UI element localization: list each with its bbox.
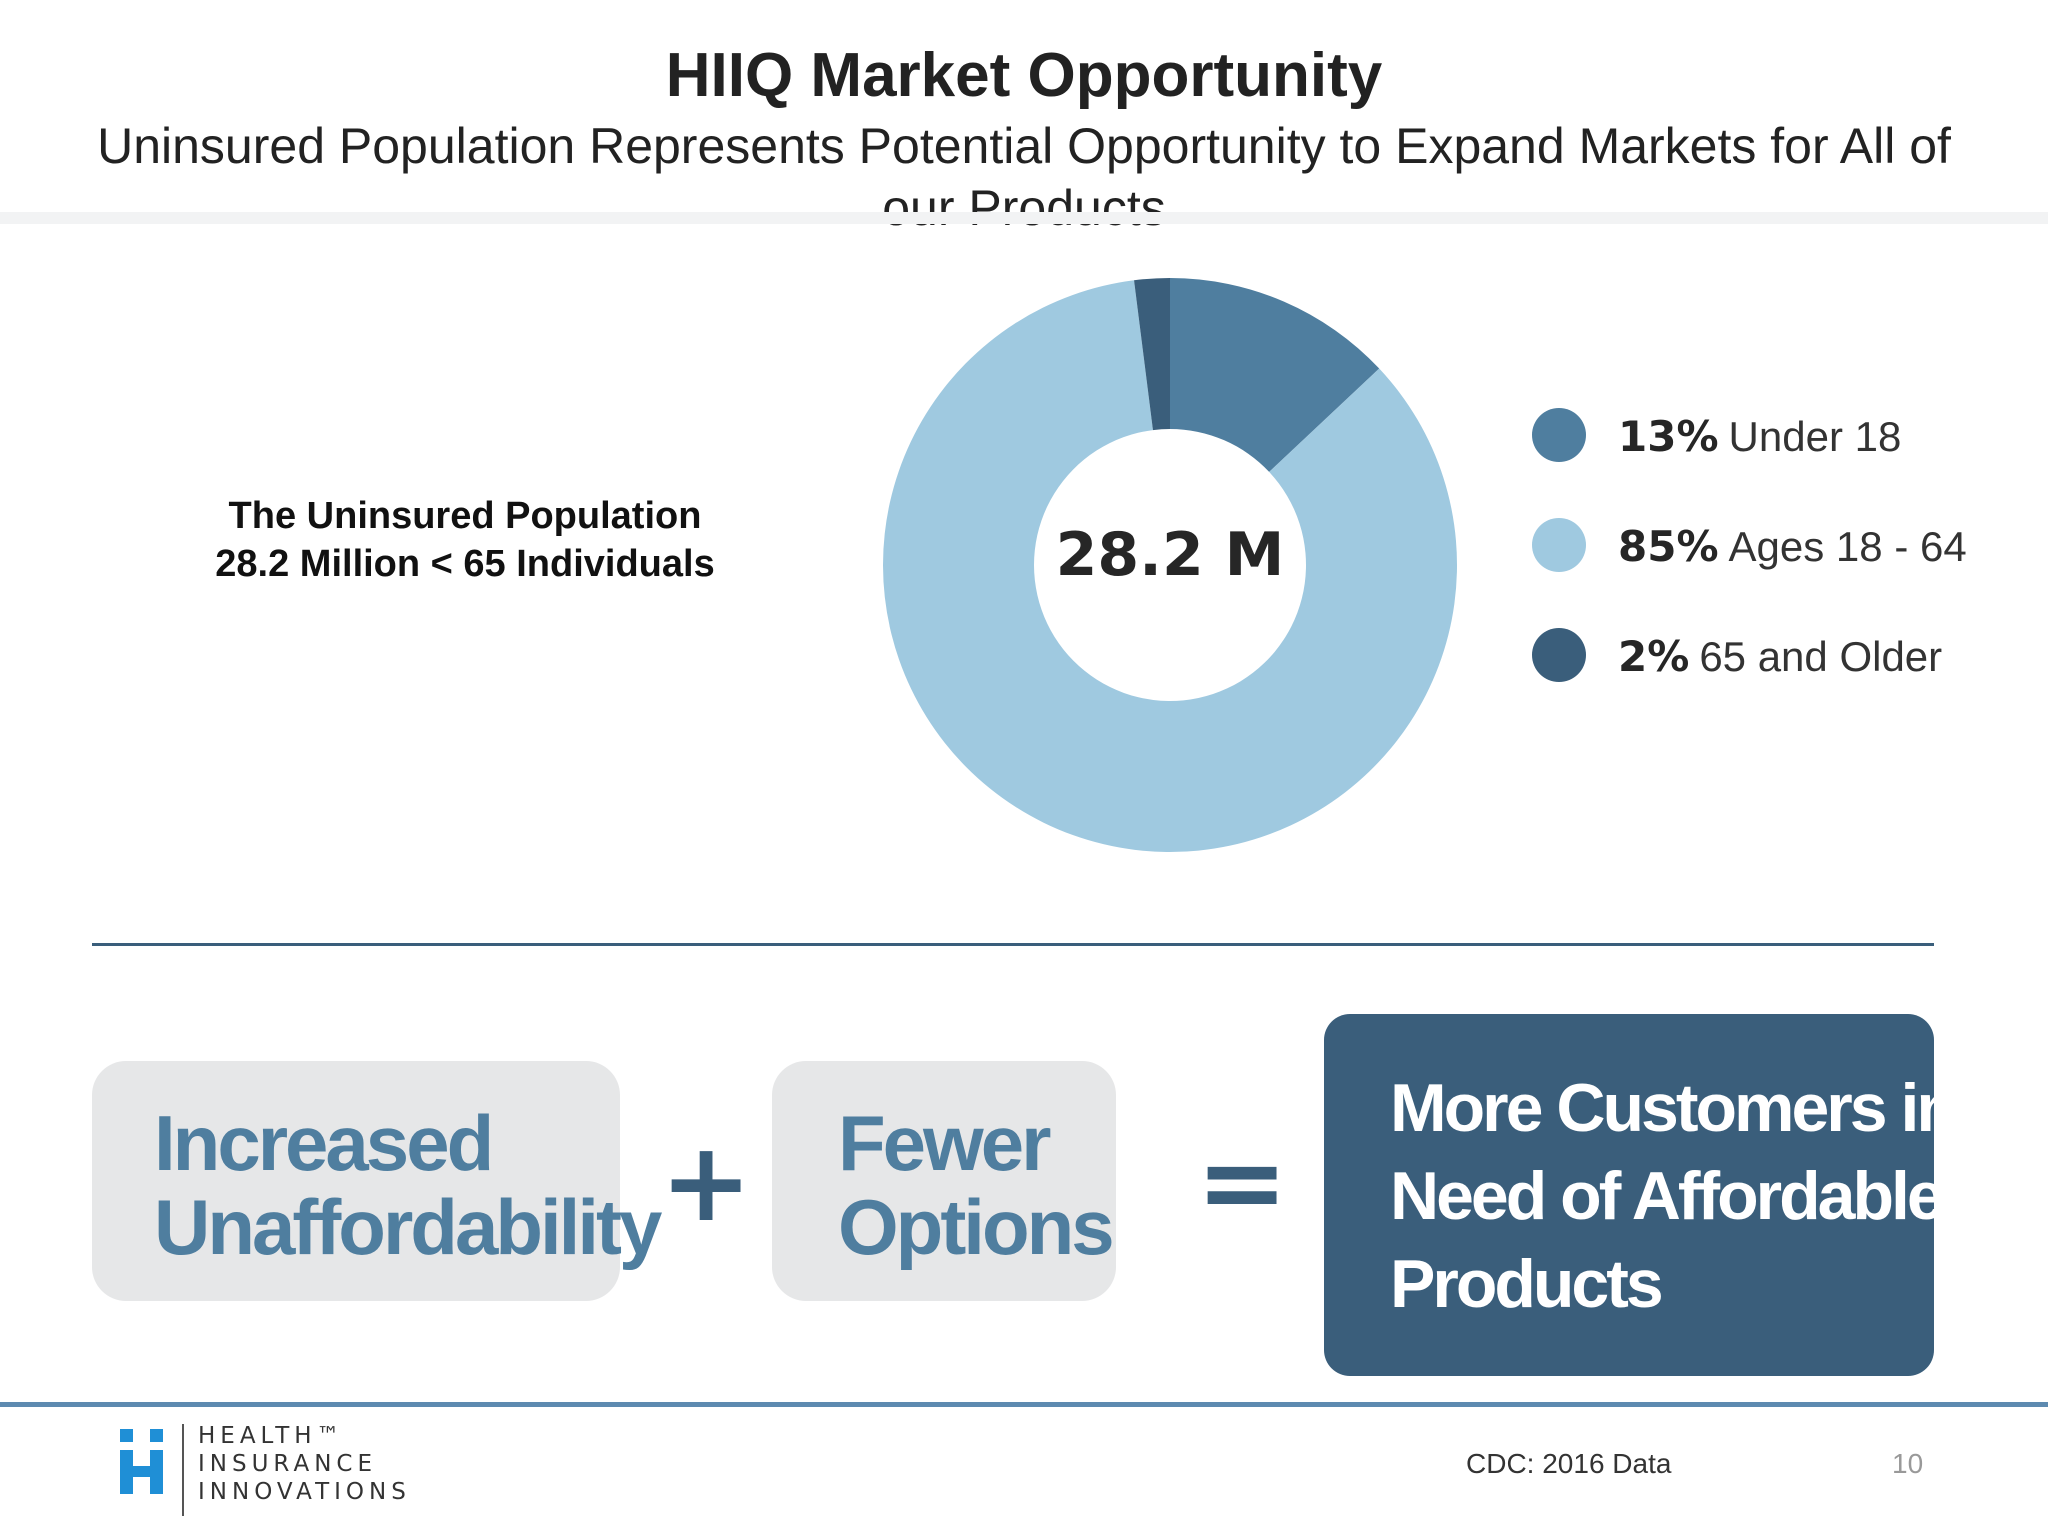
donut-chart — [883, 278, 1457, 852]
logo-line2: INSURANCE — [198, 1451, 378, 1477]
logo-line1: HEALTH™ — [198, 1423, 345, 1449]
population-label-line1: The Uninsured Population — [228, 495, 702, 537]
result-line2: Need of Affordable — [1390, 1158, 1945, 1234]
term2-line1: Fewer — [838, 1099, 1051, 1187]
source-note: CDC: 2016 Data — [1466, 1448, 1672, 1479]
footer-line — [0, 1402, 2048, 1407]
term1-line2: Unaffordability — [154, 1183, 662, 1271]
header-band — [0, 212, 2048, 224]
population-label: The Uninsured Population 28.2 Million < … — [150, 492, 780, 588]
legend-label-under-18: Under 18 — [1728, 413, 1902, 460]
term2-line2: Options — [838, 1183, 1115, 1271]
logo-mark-square-left — [120, 1429, 133, 1442]
result-box: More Customers in Need of Affordable Pro… — [1324, 1014, 1958, 1376]
logo-line3: INNOVATIONS — [198, 1479, 411, 1505]
increased-unaffordability-box: Increased Unaffordability — [92, 1061, 662, 1301]
legend-swatch-under-18 — [1532, 408, 1586, 462]
slide-title: HIIQ Market Opportunity — [665, 41, 1383, 110]
logo-separator — [182, 1424, 184, 1516]
donut-slice-under-18 — [1170, 278, 1380, 472]
legend-label-65-and-older: 65 and Older — [1699, 633, 1943, 680]
result-line3: Products — [1390, 1246, 1664, 1322]
slide-subtitle: Uninsured Population Represents Potentia… — [97, 118, 1951, 236]
legend-swatch-ages-18-64 — [1532, 518, 1586, 572]
legend-label-ages-18-64: Ages 18 - 64 — [1728, 523, 1967, 570]
logo-mark-square-right — [150, 1429, 163, 1442]
equals-sign: = — [1196, 1118, 1289, 1246]
logo-mark-crossbar — [120, 1466, 163, 1477]
page-number: 10 — [1892, 1448, 1924, 1479]
legend-pct-under-18: 13% — [1618, 412, 1719, 461]
donut-slice-65-and-older — [1134, 278, 1170, 431]
donut-slice-ages-18-64 — [883, 280, 1457, 852]
result-line1: More Customers in — [1390, 1070, 1958, 1146]
fewer-options-box: Fewer Options — [772, 1061, 1116, 1301]
plus-sign: + — [660, 1118, 753, 1246]
legend-pct-ages-18-64: 85% — [1618, 522, 1719, 571]
legend-pct-65-and-older: 2% — [1618, 632, 1690, 681]
legend-swatch-65-and-older — [1532, 628, 1586, 682]
donut-center-label: 28.2 M — [1055, 520, 1285, 590]
population-label-line2: 28.2 Million < 65 Individuals — [215, 543, 715, 585]
term1-line1: Increased — [154, 1099, 494, 1187]
section-divider — [92, 943, 1934, 946]
